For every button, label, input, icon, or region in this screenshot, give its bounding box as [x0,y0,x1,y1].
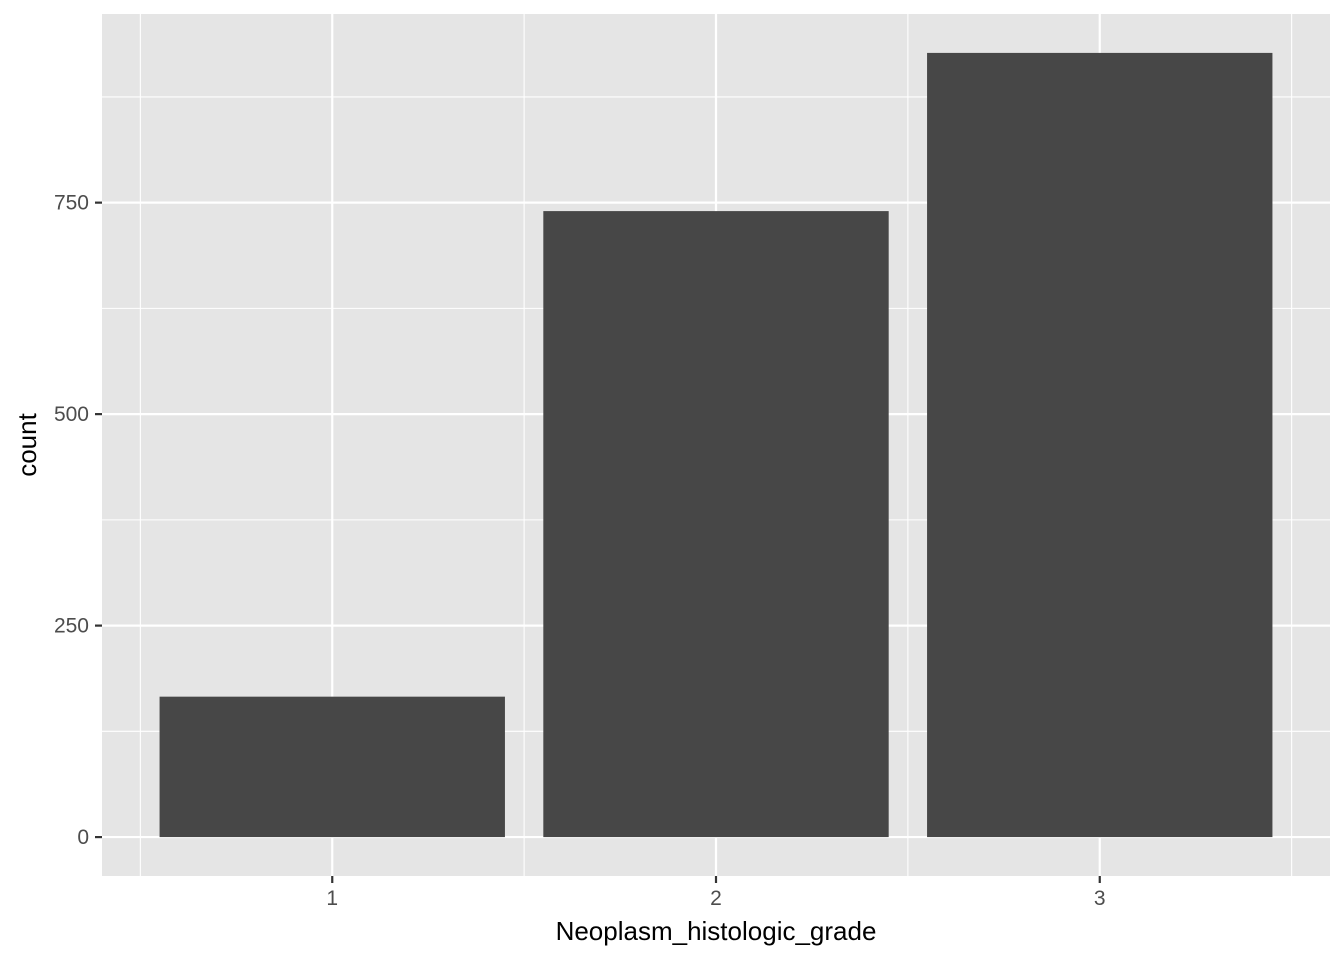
bars [159,52,1273,838]
x-axis: 1 2 3 [326,876,1106,910]
y-tick-label: 500 [54,403,89,426]
x-tick-label: 1 [326,887,338,910]
bar-3 [927,52,1273,838]
x-tick-label: 3 [1094,887,1106,910]
y-tick-label: 250 [54,615,89,638]
x-tick-label: 2 [710,887,722,910]
bar-2 [543,211,889,838]
y-tick-label: 0 [77,826,89,849]
y-tick-label: 750 [54,192,89,215]
y-axis-title: count [12,412,42,476]
x-axis-title: Neoplasm_histologic_grade [556,916,877,946]
bar-1 [159,696,505,838]
y-axis: 0 250 500 750 [54,192,102,849]
